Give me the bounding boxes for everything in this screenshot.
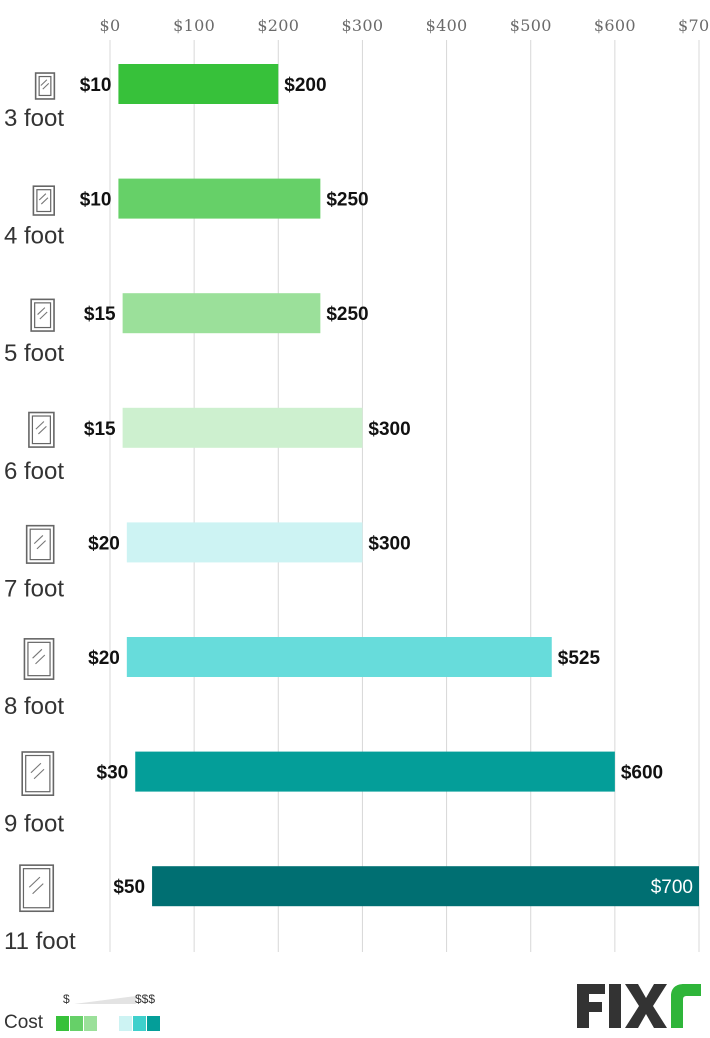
fixr-logo [577, 984, 701, 1028]
bar [122, 293, 321, 334]
chart-row: 3 foot $10 $200 [4, 64, 327, 132]
mirror-icon [19, 864, 55, 913]
legend-high-label: $$$ [135, 992, 156, 1006]
x-tick-label: $0 [100, 16, 121, 35]
cost-legend: Cost $ $$$ [4, 990, 204, 1034]
category-label: 8 foot [4, 693, 64, 720]
low-value-label: $30 [97, 763, 129, 784]
legend-swatch [56, 1016, 69, 1031]
legend-swatch [84, 1016, 97, 1031]
chart-row: 5 foot $15 $250 [4, 293, 369, 367]
legend-swatches [56, 1016, 161, 1031]
low-value-label: $15 [84, 304, 116, 325]
mirror-icon [25, 524, 55, 564]
bar [126, 637, 552, 677]
mirror-icon [28, 411, 55, 448]
x-tick-label: $600 [594, 16, 636, 35]
category-label: 5 foot [4, 340, 64, 367]
bar-chart: $0 $100 $200 $300 $400 $500 $600 $700 3 foot $10… [4, 16, 710, 955]
bar [126, 522, 363, 563]
chart-row: 4 foot $10 $250 [4, 178, 369, 250]
grid [109, 40, 700, 952]
chart-row: 6 foot $15 $300 [4, 407, 411, 485]
mirror-icon [21, 751, 55, 797]
x-axis-ticks: $0 $100 $200 $300 $400 $500 $600 $700 [100, 16, 710, 35]
category-label: 7 foot [4, 575, 64, 602]
low-value-label: $20 [88, 533, 120, 554]
legend-swatch [119, 1016, 132, 1031]
x-tick-label: $500 [510, 16, 552, 35]
x-tick-label: $100 [173, 16, 215, 35]
legend-scale-wedge [74, 996, 136, 1004]
low-value-label: $10 [80, 75, 112, 96]
high-value-label: $600 [621, 763, 663, 784]
high-value-label: $200 [284, 75, 326, 96]
low-value-label: $50 [113, 877, 145, 898]
category-label: 9 foot [4, 811, 64, 838]
x-tick-label: $200 [257, 16, 299, 35]
low-value-label: $20 [88, 648, 120, 669]
category-label: 4 foot [4, 223, 64, 250]
mirror-icon [23, 638, 55, 680]
chart-row: 7 foot $20 $300 [4, 522, 411, 602]
mirror-icon [34, 72, 56, 100]
legend-swatch [133, 1016, 146, 1031]
legend-low-label: $ [63, 992, 70, 1006]
bar [152, 866, 700, 907]
high-value-label: $300 [368, 533, 410, 554]
chart-row: 8 foot $20 $525 [4, 637, 600, 720]
x-tick-label: $400 [426, 16, 468, 35]
high-value-label: $700 [651, 877, 693, 898]
mirror-icon [30, 298, 55, 332]
low-value-label: $10 [80, 190, 112, 211]
category-label: 11 foot [4, 928, 76, 955]
chart-row: 9 foot $30 $600 [4, 751, 663, 838]
high-value-label: $525 [558, 648, 601, 669]
category-label: 3 foot [4, 105, 64, 132]
bar [118, 178, 321, 219]
bar [122, 407, 363, 448]
category-label: 6 foot [4, 458, 64, 485]
bar [135, 751, 615, 792]
chart-rows: 3 foot $10 $200 4 foot $10 $250 5 foot $15 $250 6… [4, 64, 700, 955]
high-value-label: $250 [326, 304, 368, 325]
high-value-label: $250 [326, 190, 368, 211]
x-tick-label: $300 [341, 16, 383, 35]
legend-swatch [70, 1016, 83, 1031]
chart-row: 11 foot $50 $700 [4, 864, 700, 955]
high-value-label: $300 [368, 419, 410, 440]
low-value-label: $15 [84, 419, 116, 440]
legend-swatch [147, 1016, 160, 1031]
legend-title: Cost [4, 1012, 44, 1033]
mirror-icon [32, 185, 56, 216]
bar [118, 64, 279, 104]
x-tick-label: $700 [678, 16, 710, 35]
